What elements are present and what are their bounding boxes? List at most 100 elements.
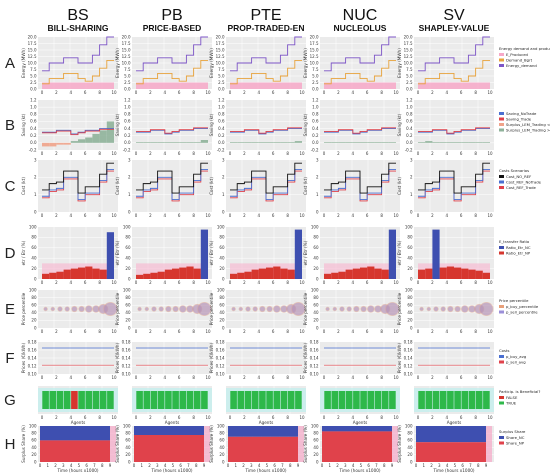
x-tick-label: 0 [229,90,232,95]
plot-area [132,100,212,150]
x-tick-label: 4 [258,375,261,380]
x-tick-label: 0 [135,213,138,218]
bgrt-line [324,59,396,85]
produced-area [230,82,302,89]
y-tick-label: 100 [217,224,225,229]
sell-percentile-point [474,304,484,314]
y-tick-label: 3 [316,157,319,162]
y-tick-label: 0.0 [124,140,131,145]
x-tick-label: 10 [205,280,211,285]
x-tick-label: 8 [286,213,289,218]
ratio-np-bar [345,269,353,279]
buy-percentile-point [78,305,85,313]
y-tick-label: 80 [407,295,413,300]
legend-swatch [499,112,504,115]
x-tick-label: 9 [203,463,206,468]
ratio-np-bar [136,274,144,279]
surplus-bar [454,142,462,143]
y-tick-label: 1.0 [218,104,225,109]
y-tick-label: 0.16 [310,347,319,352]
sell-percentile-point [292,302,305,316]
beneficial-cell [244,391,252,409]
y-tick-label: 0.16 [404,347,413,352]
sell-percentile-point [239,307,243,311]
x-tick-label: 4 [70,329,73,334]
beneficial-cell [287,391,295,409]
y-tick-label: 60 [407,245,413,250]
sell-percentile-point [79,306,85,312]
x-tick-label: 0 [135,280,138,285]
surplus-bar [418,142,426,143]
x-tick-label: 2 [337,415,340,420]
x-tick-label: 2 [55,329,58,334]
surplus-bar [49,142,57,147]
ratio-np-bar [360,267,368,279]
y-tick-label: 0.12 [310,363,319,368]
y-tick-label: 40 [313,445,319,450]
y-tick-label: 0.4 [312,126,319,131]
x-tick-label: 4 [164,329,167,334]
x-tick-label: 5 [172,463,175,468]
x-tick-label: 6 [366,329,369,334]
demand-line [418,36,490,72]
sell-percentile-point [98,304,108,314]
y-tick-label: 100 [405,287,413,292]
x-tick-label: 4 [164,90,167,95]
ratio-np-bar [85,266,93,279]
x-tick-label: 6 [84,415,87,420]
surplus-bar [164,142,172,143]
ratio-np-bar [266,267,274,279]
buy-percentile-point [273,305,281,313]
y-axis-label: Cost (kt) [209,177,214,195]
x-tick-label: 0 [323,280,326,285]
legend-swatch [499,53,504,56]
x-tick-label: 10 [299,415,305,420]
x-tick-label: 8 [192,280,195,285]
legend-swatch [499,246,504,249]
demand-line [42,36,114,72]
beneficial-cell [324,391,331,409]
row-label: D [5,245,16,262]
ratio-np-bar [468,269,476,279]
x-tick-label: 5 [266,463,269,468]
legend-swatch [499,360,504,364]
x-tick-label: 8 [474,151,477,156]
saving-trade-line [42,128,114,136]
surplus-bar [143,142,151,143]
share-nc-area [228,426,298,437]
beneficial-cell [179,391,187,409]
x-tick-label: 5 [360,463,363,468]
x-tick-label: 0 [135,90,138,95]
y-tick-label: 15.0 [404,47,413,52]
beneficial-cell [78,391,85,409]
y-tick-label: 0.12 [122,363,131,368]
ratio-np-bar [42,273,50,279]
y-tick-label: 1.0 [312,104,319,109]
y-tick-label: 100 [311,423,319,428]
beneficial-cell [483,391,490,409]
beneficial-cell [461,391,469,409]
y-tick-label: 20 [313,318,319,323]
x-tick-label: 10 [205,415,211,420]
ratio-np-bar [92,268,100,279]
ratio-np-bar [324,273,332,279]
y-tick-label: 100 [29,423,37,428]
y-tick-label: 80 [125,235,131,240]
y-tick-label: 15.0 [216,47,225,52]
ratio-np-bar [99,269,107,279]
y-tick-label: 0.4 [406,126,413,131]
legend-label: p_sell_avg [506,360,526,365]
y-tick-label: 20 [31,266,37,271]
x-axis-label: Time (hours x1000) [338,468,380,473]
x-tick-label: 8 [286,375,289,380]
ratio-np-bar [454,267,462,279]
y-tick-label: 40 [313,256,319,261]
y-tick-label: 0.16 [28,347,37,352]
x-tick-label: 3 [250,463,253,468]
x-tick-label: 2 [243,90,246,95]
x-tick-label: 0 [229,329,232,334]
